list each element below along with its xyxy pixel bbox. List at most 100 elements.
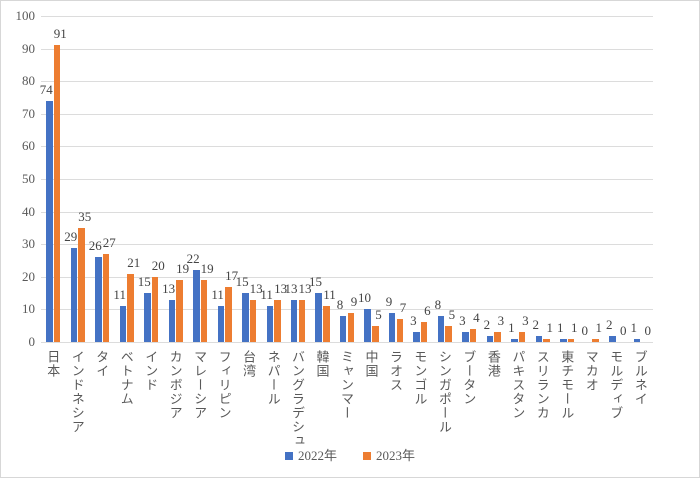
bar-value-label: 17 [225,267,239,283]
bar-2023年 [78,227,85,342]
legend-label: 2022年 [297,448,337,463]
x-axis-category-label: シンガポール [436,350,452,434]
bar-value-label: 11 [323,287,336,303]
bar-2023年 [298,299,306,342]
bar-value-label: 11 [211,287,224,303]
y-axis-tick-label: 90 [22,40,35,56]
bar-2022年 [364,309,371,342]
bar-value-label: 6 [424,303,431,319]
x-axis-category-label: ブータン [461,350,477,406]
bar-value-label: 74 [39,81,53,97]
gridline [41,342,653,343]
bar-value-label: 15 [309,274,322,290]
bar-value-label: 13 [274,280,288,296]
bar-value-label: 1 [571,319,578,335]
bar-2023年 [567,338,575,342]
gridline [41,211,653,213]
bar-2022年 [437,315,445,342]
bar-2022年 [193,270,200,342]
x-axis-category-label: 東チモール [559,350,575,420]
bar-2023年 [102,254,110,342]
bar-2022年 [633,338,641,342]
bar-value-label: 11 [113,287,126,303]
bar-2022年 [535,335,543,342]
bar-2022年 [462,332,469,342]
bar-2022年 [315,293,322,342]
bar-value-label: 20 [151,257,165,273]
bar-2023年 [347,312,355,342]
bar-2022年 [95,257,102,342]
x-axis-category-label: ミャンマー [339,350,354,420]
bar-2023年 [420,322,428,342]
x-axis-category-label: 香港 [485,350,501,378]
bar-value-label: 8 [434,296,442,312]
y-axis-tick-label: 100 [15,8,36,23]
x-axis-category-label: マカオ [583,350,599,392]
bar-value-label: 2 [606,316,613,332]
bar-2023年 [200,280,208,342]
bar-value-label: 1 [557,319,564,335]
gridline [41,244,653,246]
gridline [41,113,653,115]
x-axis-category-label: 中国 [363,350,379,378]
x-axis-category-label: 韓国 [314,350,330,378]
x-axis-category-label: マレーシア [192,350,208,420]
legend: 2022年 2023年 [1,447,699,465]
bar-value-label: 3 [410,313,417,329]
bar-2022年 [46,100,53,342]
y-axis-tick-label: 10 [22,301,35,317]
bar-value-label: 19 [176,261,190,277]
x-axis-category-label: 日本 [45,350,61,378]
bar-value-label: 27 [102,235,116,250]
x-axis-category-label: タイ [94,350,110,378]
x-axis-category-label: インド [143,350,159,392]
bar-value-label: 0 [620,323,627,338]
bar-2023年 [53,45,61,342]
bar-value-label: 5 [375,306,382,322]
bar-value-label: 91 [53,26,67,42]
x-axis-category-label: ラオス [388,350,403,392]
legend-swatch [284,452,293,460]
x-axis-category-label: フィリピン [216,350,232,420]
bar-2022年 [511,338,518,342]
bar-2022年 [119,306,127,342]
bar-value-label: 13 [298,280,312,296]
legend-label: 2023年 [376,448,416,463]
legend-item-2022年: 2022年 [284,448,337,464]
bar-value-label: 0 [644,323,652,338]
bar-2023年 [176,280,183,342]
bar-value-label: 35 [78,208,92,224]
x-axis-category-label: パキスタン [510,350,526,420]
bar-2022年 [339,315,347,342]
bar-2023年 [592,338,599,342]
bar-value-label: 10 [358,290,371,306]
y-axis-tick-label: 30 [22,236,35,252]
bar-value-label: 13 [162,280,176,296]
bar-value-label: 2 [483,316,491,332]
y-axis-tick-label: 0 [28,334,36,349]
gridline [41,146,653,148]
bar-value-label: 11 [260,287,273,303]
legend-swatch [363,452,371,460]
gridline [41,81,653,83]
bar-2023年 [518,332,526,342]
bar-value-label: 13 [284,280,298,296]
bar-value-label: 21 [127,254,141,270]
bar-value-label: 3 [497,313,505,329]
y-axis-tick-label: 80 [22,73,35,89]
bar-value-label: 1 [630,319,638,335]
gridline [41,48,653,50]
bar-2022年 [560,338,567,342]
bar-value-label: 0 [581,323,589,338]
bar-2023年 [396,319,404,342]
bar-value-label: 29 [64,228,78,244]
bar-2022年 [168,299,176,342]
x-axis-category-label: モルディブ [608,350,624,420]
bar-value-label: 3 [459,313,466,329]
gridline [41,276,653,278]
bar-2022年 [486,335,494,342]
gridline [41,179,653,180]
bar-2022年 [266,306,274,342]
bar-2022年 [144,293,151,342]
bar-2022年 [242,293,249,342]
